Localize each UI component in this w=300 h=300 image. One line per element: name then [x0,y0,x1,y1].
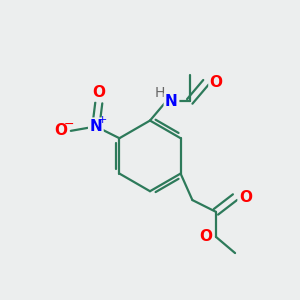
Text: H: H [155,86,166,100]
Text: N: N [165,94,178,109]
Text: O: O [199,230,212,244]
Text: O: O [239,190,252,205]
Text: O: O [92,85,105,100]
Text: N: N [89,119,102,134]
Text: O: O [54,123,67,138]
Text: −: − [64,118,74,131]
Text: +: + [98,115,107,125]
Text: O: O [210,75,223,90]
